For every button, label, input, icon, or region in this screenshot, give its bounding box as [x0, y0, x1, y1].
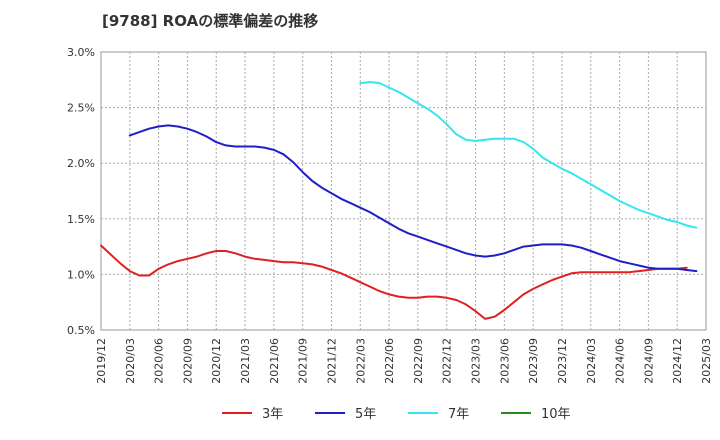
- x-tick-label: 2020/06: [153, 338, 166, 384]
- y-tick-label: 2.5%: [67, 102, 95, 115]
- x-tick-label: 2019/12: [95, 338, 108, 384]
- legend-label-0: 3年: [262, 407, 283, 422]
- legend-label-1: 5年: [355, 407, 376, 422]
- legend-label-2: 7年: [448, 407, 469, 422]
- legend: 3年 5年 7年 10年: [222, 407, 571, 422]
- x-tick-label: 2023/03: [470, 338, 483, 384]
- x-tick-label: 2021/12: [325, 338, 338, 384]
- grid-lines: [101, 52, 706, 330]
- x-tick-label: 2021/03: [239, 338, 252, 384]
- y-tick-label: 1.5%: [67, 213, 95, 226]
- x-tick-label: 2023/12: [556, 338, 569, 384]
- series-line-2: [359, 81, 698, 229]
- plot-area: [100, 51, 707, 331]
- chart-title: [9788] ROAの標準偏差の推移: [102, 12, 319, 30]
- x-tick-label: 2024/03: [585, 338, 598, 384]
- series-lines: [100, 81, 698, 320]
- y-axis-ticks: 0.5% 1.0% 1.5% 2.0% 2.5% 3.0%: [67, 46, 95, 337]
- x-tick-label: 2024/09: [642, 338, 655, 384]
- x-tick-label: 2020/09: [181, 338, 194, 384]
- x-tick-label: 2020/12: [210, 338, 223, 384]
- x-tick-label: 2021/06: [268, 338, 281, 384]
- series-line-1: [128, 124, 698, 273]
- y-tick-label: 0.5%: [67, 324, 95, 337]
- legend-label-3: 10年: [541, 407, 571, 422]
- x-tick-label: 2021/09: [297, 338, 310, 384]
- x-tick-label: 2024/12: [671, 338, 684, 384]
- y-tick-label: 1.0%: [67, 268, 95, 281]
- y-tick-label: 2.0%: [67, 157, 95, 170]
- x-tick-label: 2022/03: [354, 338, 367, 384]
- y-tick-label: 3.0%: [67, 46, 95, 59]
- x-tick-label: 2022/06: [383, 338, 396, 384]
- series-line-0: [100, 244, 688, 320]
- x-tick-label: 2022/12: [441, 338, 454, 384]
- x-tick-label: 2024/06: [614, 338, 627, 384]
- x-axis-ticks: 2019/12 2020/03 2020/06 2020/09 2020/12 2021/…: [95, 338, 713, 384]
- x-tick-label: 2020/03: [124, 338, 137, 384]
- x-tick-label: 2025/03: [700, 338, 713, 384]
- x-tick-label: 2023/06: [498, 338, 511, 384]
- x-tick-label: 2023/09: [527, 338, 540, 384]
- x-tick-label: 2022/09: [412, 338, 425, 384]
